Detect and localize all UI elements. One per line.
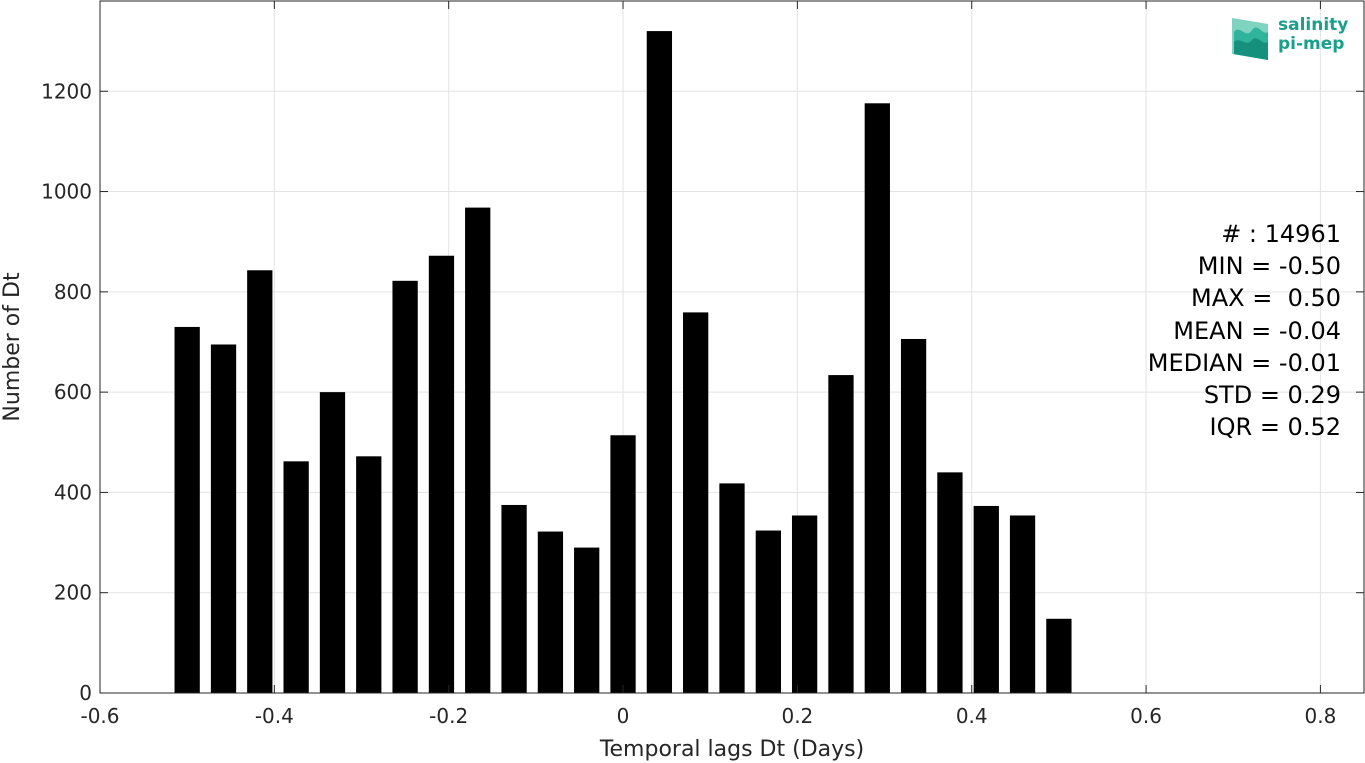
bar xyxy=(501,504,527,693)
y-tick-label: 0 xyxy=(79,681,92,705)
y-tick-label: 1200 xyxy=(41,79,92,103)
bar xyxy=(646,31,673,693)
x-tick-label: 0.4 xyxy=(956,704,988,728)
bar xyxy=(610,435,636,693)
x-axis-label: Temporal lags Dt (Days) xyxy=(599,737,864,762)
y-tick-label: 1000 xyxy=(41,180,92,204)
bar xyxy=(864,103,890,693)
bar xyxy=(465,207,491,693)
stat-min: MIN = -0.50 xyxy=(1197,252,1341,281)
x-tick-label: 0.2 xyxy=(781,704,813,728)
tick-marks xyxy=(99,1,1364,694)
axes-box xyxy=(99,0,1365,694)
bar xyxy=(1009,515,1036,693)
bar xyxy=(537,531,564,693)
bar xyxy=(719,483,745,693)
bar xyxy=(1046,618,1072,693)
logo-line-1: salinity xyxy=(1278,15,1349,35)
y-tick-label: 800 xyxy=(54,280,92,304)
bar xyxy=(574,547,600,693)
logo-text: salinity pi-mep xyxy=(1278,16,1348,54)
bar xyxy=(973,505,999,693)
bar xyxy=(755,530,781,693)
bar xyxy=(392,280,418,693)
bar xyxy=(247,270,273,693)
logo-line-2: pi-mep xyxy=(1278,34,1345,54)
statistics-panel: # : 14961 MIN = -0.50 MAX = 0.50 MEAN = -0.… xyxy=(1148,218,1341,443)
bars xyxy=(174,31,1072,693)
stat-mean: MEAN = -0.04 xyxy=(1173,316,1341,345)
x-tick-label: -0.6 xyxy=(80,704,119,728)
bar xyxy=(356,456,382,693)
stat-iqr: IQR = 0.52 xyxy=(1209,413,1341,442)
grid-lines xyxy=(99,1,1364,694)
x-tick-label: 0.6 xyxy=(1130,704,1162,728)
bar xyxy=(683,312,709,693)
y-tick-label: 200 xyxy=(54,581,92,605)
x-tick-label: -0.2 xyxy=(429,704,468,728)
bar xyxy=(174,326,200,693)
stat-median: MEDIAN = -0.01 xyxy=(1147,348,1341,377)
bar xyxy=(319,392,346,693)
bar xyxy=(210,344,237,693)
bar xyxy=(791,515,818,693)
x-tick-label: 0 xyxy=(617,704,630,728)
y-tick-label: 400 xyxy=(54,480,92,504)
bar xyxy=(900,338,927,693)
wave-icon xyxy=(1232,18,1268,60)
stat-max: MAX = 0.50 xyxy=(1191,284,1341,313)
stat-std: STD = 0.29 xyxy=(1203,381,1341,410)
x-tick-label: 0.8 xyxy=(1305,704,1337,728)
bar xyxy=(828,375,854,693)
y-tick-label: 600 xyxy=(54,380,92,404)
salinity-pimep-logo: salinity pi-mep xyxy=(1228,14,1358,64)
bar xyxy=(283,461,309,693)
stat-count: # : 14961 xyxy=(1221,220,1341,248)
y-axis-label: Number of Dt xyxy=(0,272,25,422)
y-tick-labels: 0 200 400 600 800 1000 1200 xyxy=(41,79,92,705)
x-tick-labels: -0.6 -0.4 -0.2 0 0.2 0.4 0.6 0.8 xyxy=(80,704,1336,728)
bar xyxy=(428,255,455,693)
bar xyxy=(937,472,963,693)
x-tick-label: -0.4 xyxy=(255,704,294,728)
